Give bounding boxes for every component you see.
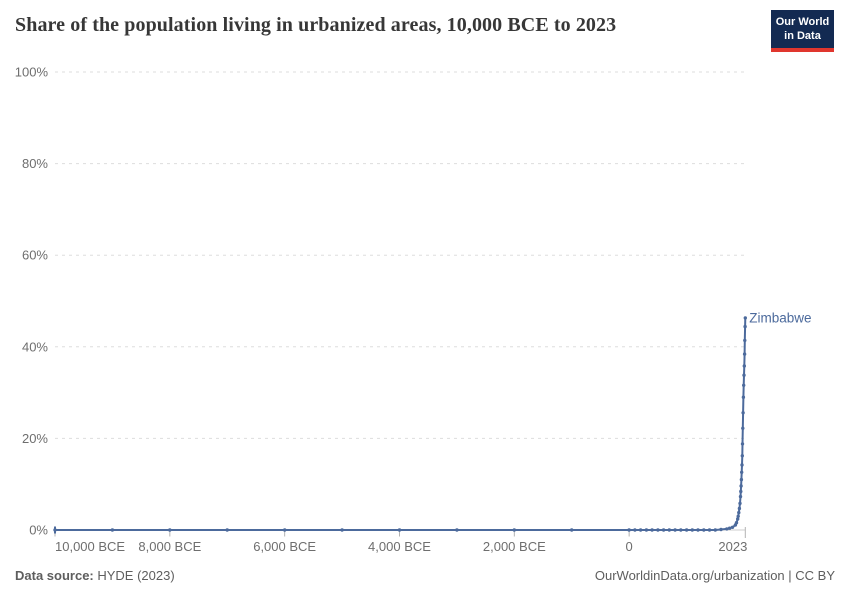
- data-point[interactable]: [53, 528, 57, 532]
- data-point[interactable]: [397, 528, 402, 532]
- data-point[interactable]: [667, 528, 671, 532]
- data-point[interactable]: [727, 526, 732, 530]
- data-point[interactable]: [690, 528, 694, 532]
- owid-logo[interactable]: Our World in Data: [771, 10, 834, 52]
- data-point[interactable]: [740, 442, 745, 446]
- data-point[interactable]: [743, 338, 747, 343]
- data-point[interactable]: [570, 528, 574, 532]
- data-point[interactable]: [730, 525, 735, 529]
- chart-footer: Data source: HYDE (2023) OurWorldinData.…: [15, 568, 835, 583]
- data-point[interactable]: [713, 528, 717, 532]
- data-point[interactable]: [627, 528, 631, 532]
- x-tick-label: 4,000 BCE: [368, 539, 431, 554]
- y-tick-label: 100%: [15, 65, 49, 80]
- y-tick-label: 60%: [22, 248, 48, 263]
- y-tick-label: 0%: [29, 523, 48, 538]
- x-tick-label: 8,000 BCE: [138, 539, 201, 554]
- data-point[interactable]: [737, 506, 742, 511]
- data-point[interactable]: [738, 501, 742, 506]
- owid-logo-line1: Our World: [775, 16, 830, 28]
- data-point[interactable]: [738, 494, 743, 499]
- data-point[interactable]: [739, 484, 743, 488]
- series-line-zimbabwe[interactable]: [54, 316, 747, 531]
- data-source-value: HYDE (2023): [93, 568, 175, 583]
- data-point[interactable]: [742, 364, 746, 368]
- data-point[interactable]: [656, 528, 660, 532]
- data-point[interactable]: [644, 528, 649, 532]
- x-tick-label: 2023: [718, 539, 747, 554]
- data-point[interactable]: [736, 517, 740, 521]
- x-tick-label: 6,000 BCE: [253, 539, 316, 554]
- data-point[interactable]: [719, 527, 723, 532]
- data-point[interactable]: [283, 528, 287, 532]
- data-point[interactable]: [702, 528, 706, 532]
- series-end-label[interactable]: Zimbabwe: [749, 310, 811, 325]
- data-point[interactable]: [740, 470, 744, 474]
- data-point[interactable]: [679, 528, 683, 532]
- data-point[interactable]: [740, 454, 744, 458]
- data-point[interactable]: [650, 528, 654, 532]
- data-point[interactable]: [725, 527, 729, 531]
- y-tick-label: 40%: [22, 339, 48, 354]
- data-point[interactable]: [638, 528, 643, 532]
- owid-logo-line2: in Data: [784, 30, 821, 43]
- data-source-note: Data source: HYDE (2023): [15, 568, 175, 583]
- x-tick-label: 0: [626, 539, 633, 554]
- data-point[interactable]: [743, 316, 747, 320]
- data-point[interactable]: [741, 426, 745, 430]
- data-point[interactable]: [740, 463, 744, 467]
- data-point[interactable]: [741, 395, 746, 399]
- data-point[interactable]: [633, 528, 637, 532]
- data-point[interactable]: [742, 352, 747, 356]
- data-point[interactable]: [661, 528, 666, 532]
- x-tick-label: 2,000 BCE: [483, 539, 546, 554]
- data-point[interactable]: [707, 528, 712, 532]
- data-point[interactable]: [455, 528, 459, 532]
- data-point[interactable]: [734, 521, 739, 525]
- data-source-label: Data source:: [15, 568, 94, 583]
- data-point[interactable]: [743, 324, 747, 329]
- chart-title: Share of the population living in urbani…: [15, 14, 617, 36]
- data-point[interactable]: [340, 528, 344, 532]
- data-point[interactable]: [696, 528, 700, 532]
- data-point[interactable]: [684, 528, 689, 532]
- data-point[interactable]: [225, 528, 229, 532]
- y-tick-label: 80%: [22, 156, 48, 171]
- data-point[interactable]: [736, 514, 740, 518]
- data-point[interactable]: [742, 373, 746, 377]
- y-tick-label: 20%: [22, 431, 48, 446]
- data-point[interactable]: [673, 528, 677, 532]
- data-point[interactable]: [512, 528, 516, 532]
- data-point[interactable]: [110, 528, 115, 532]
- data-point[interactable]: [741, 411, 745, 415]
- data-point[interactable]: [168, 528, 172, 532]
- data-point[interactable]: [742, 383, 746, 387]
- data-point[interactable]: [739, 489, 743, 494]
- x-tick-label: 10,000 BCE: [55, 539, 125, 554]
- data-point[interactable]: [739, 477, 744, 482]
- data-point[interactable]: [737, 510, 741, 515]
- footer-attribution-link[interactable]: OurWorldinData.org/urbanization | CC BY: [594, 568, 835, 583]
